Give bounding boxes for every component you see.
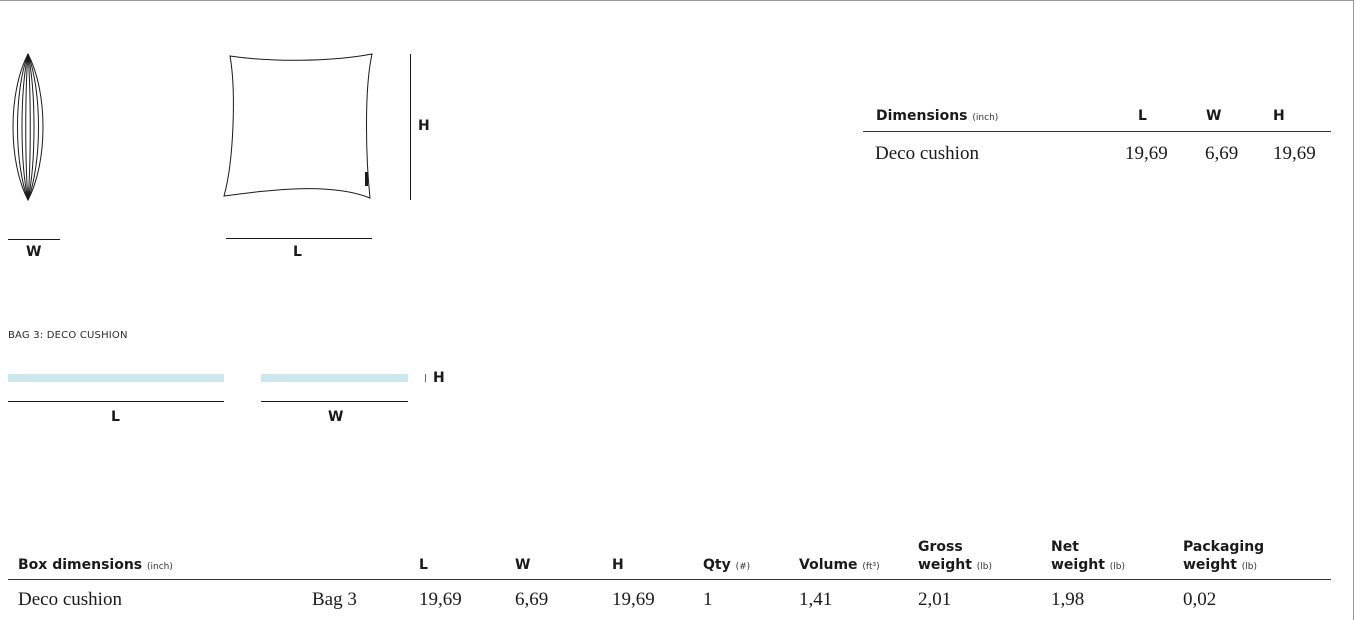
box-header-l: L xyxy=(419,557,428,573)
box-packaging-unit: (lb) xyxy=(1241,562,1258,572)
bag-height-tick xyxy=(425,374,426,382)
box-header-h: H xyxy=(612,557,624,573)
box-qty-unit: (#) xyxy=(735,562,751,572)
bag-caption: BAG 3: DECO CUSHION xyxy=(8,330,128,341)
box-row-qty: 1 xyxy=(703,589,713,610)
dimensions-header-rule xyxy=(863,131,1331,132)
box-volume-unit: (ft³) xyxy=(862,562,880,572)
box-unit: (inch) xyxy=(147,562,173,572)
box-header-volume: Volume (ft³) xyxy=(799,557,880,573)
box-row-volume: 1,41 xyxy=(799,589,833,610)
box-row-h: 19,69 xyxy=(612,589,655,610)
box-gross-label1: Gross xyxy=(918,539,963,555)
dimensions-col-l: L xyxy=(1138,108,1147,124)
front-view-length-label: L xyxy=(293,244,302,260)
bag-width-line xyxy=(261,401,408,402)
bag-length-bar xyxy=(8,374,224,382)
front-view-length-line xyxy=(226,238,372,239)
bag-length-label: L xyxy=(111,409,120,425)
box-table-title: Box dimensions (inch) xyxy=(18,557,173,573)
side-view-width-label: W xyxy=(26,244,42,260)
dimensions-row-h: 19,69 xyxy=(1273,143,1316,164)
front-view-height-label: H xyxy=(418,118,430,134)
cushion-front-view-drawing xyxy=(223,53,373,199)
box-packaging-label1: Packaging xyxy=(1183,539,1265,555)
box-row-gross: 2,01 xyxy=(918,589,952,610)
box-qty-label: Qty xyxy=(703,557,731,573)
front-view-height-line xyxy=(410,54,411,200)
box-header-w: W xyxy=(515,557,531,573)
dimensions-row-name: Deco cushion xyxy=(875,143,979,164)
dimensions-row-l: 19,69 xyxy=(1125,143,1168,164)
box-gross-unit: (lb) xyxy=(976,562,993,572)
bag-width-bar xyxy=(261,374,408,382)
bag-width-label: W xyxy=(328,409,344,425)
box-header-gross: Gross weight (lb) xyxy=(918,538,992,576)
bag-length-line xyxy=(8,401,224,402)
bag-height-label: H xyxy=(433,370,445,386)
box-header-rule xyxy=(8,579,1331,580)
dimensions-unit: (inch) xyxy=(972,113,999,123)
box-header-net: Net weight (lb) xyxy=(1051,538,1125,576)
box-gross-label2: weight xyxy=(918,557,972,573)
cushion-side-view-drawing xyxy=(12,52,44,202)
box-packaging-label2: weight xyxy=(1183,557,1237,573)
box-header-qty: Qty (#) xyxy=(703,557,750,573)
box-row-name: Deco cushion xyxy=(18,589,122,610)
dimensions-table-header: Dimensions (inch) xyxy=(876,108,998,124)
side-view-width-line xyxy=(8,239,60,240)
box-net-unit: (lb) xyxy=(1109,562,1126,572)
dimensions-col-w: W xyxy=(1206,108,1222,124)
box-row-l: 19,69 xyxy=(419,589,462,610)
box-row-packaging: 0,02 xyxy=(1183,589,1217,610)
box-net-label2: weight xyxy=(1051,557,1105,573)
box-row-net: 1,98 xyxy=(1051,589,1085,610)
box-row-bag: Bag 3 xyxy=(312,589,357,610)
box-net-label1: Net xyxy=(1051,539,1079,555)
box-volume-label: Volume xyxy=(799,557,858,573)
box-header-packaging: Packaging weight (lb) xyxy=(1183,538,1264,576)
box-title: Box dimensions xyxy=(18,557,143,573)
dimensions-col-h: H xyxy=(1273,108,1285,124)
box-row-w: 6,69 xyxy=(515,589,549,610)
dimensions-title: Dimensions xyxy=(876,108,968,124)
dimensions-row-w: 6,69 xyxy=(1205,143,1239,164)
